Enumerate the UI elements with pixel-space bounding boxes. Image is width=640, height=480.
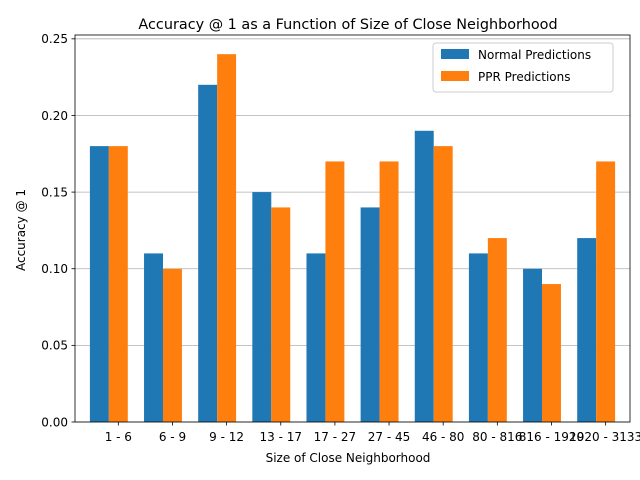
- bar-ppr: [325, 161, 345, 422]
- x-tick-label: 1920 - 3133: [569, 430, 640, 444]
- bar-normal: [144, 253, 163, 422]
- axes-frame: [74, 34, 631, 423]
- y-tick-label: 0.00: [41, 415, 68, 429]
- y-tick-label: 0.05: [41, 339, 68, 353]
- bar-normal: [468, 253, 488, 422]
- legend-swatch-ppr: [441, 71, 469, 81]
- x-tick-label: 6 - 9: [159, 430, 186, 444]
- bars: [89, 54, 616, 422]
- x-tick-label: 13 - 17: [260, 430, 303, 444]
- y-tick-label: 0.20: [41, 109, 68, 123]
- y-tick-label: 0.25: [41, 32, 68, 46]
- legend-label-normal: Normal Predictions: [478, 48, 591, 62]
- bar-normal: [252, 192, 272, 422]
- plot-frame: [74, 34, 631, 423]
- x-tick-label: 1 - 6: [105, 430, 132, 444]
- x-tick-label: 80 - 816: [472, 430, 522, 444]
- y-tick-label: 0.10: [41, 262, 68, 276]
- x-axis-ticks: 1 - 6 6 - 9 9 - 12 13 - 17 17 - 27 27 - 45 46 …: [105, 422, 640, 444]
- bar-normal: [414, 130, 434, 422]
- bar-ppr: [217, 54, 237, 422]
- bar-normal: [306, 253, 326, 422]
- bar-ppr: [108, 146, 128, 422]
- legend-frame: [432, 42, 614, 93]
- chart-title: Accuracy @ 1 as a Function of Size of Cl…: [138, 17, 557, 33]
- legend: Normal Predictions PPR Predictions: [432, 42, 614, 93]
- x-tick-label: 9 - 12: [209, 430, 244, 444]
- x-tick-label: 816 - 1920: [519, 430, 584, 444]
- bar-ppr: [433, 146, 453, 422]
- bar-normal: [89, 146, 109, 422]
- y-axis-label: Accuracy @ 1: [14, 189, 28, 271]
- y-tick-label: 0.15: [41, 185, 68, 199]
- legend-label-ppr: PPR Predictions: [478, 70, 571, 84]
- bar-ppr: [542, 284, 561, 422]
- bar-normal: [198, 84, 218, 422]
- bar-ppr: [596, 161, 616, 422]
- bar-ppr: [487, 238, 507, 422]
- bar-normal: [523, 268, 543, 422]
- bar-normal: [577, 238, 597, 422]
- bar-ppr: [162, 268, 182, 422]
- bar-ppr: [379, 161, 399, 422]
- x-tick-label: 46 - 80: [422, 430, 465, 444]
- bar-ppr: [271, 207, 291, 422]
- y-axis-ticks: 0.00 0.05 0.10 0.15 0.20 0.25: [41, 32, 75, 429]
- bar-normal: [360, 207, 380, 422]
- x-tick-label: 27 - 45: [368, 430, 411, 444]
- legend-swatch-normal: [441, 49, 469, 59]
- x-tick-label: 17 - 27: [314, 430, 357, 444]
- x-axis-label: Size of Close Neighborhood: [266, 451, 431, 465]
